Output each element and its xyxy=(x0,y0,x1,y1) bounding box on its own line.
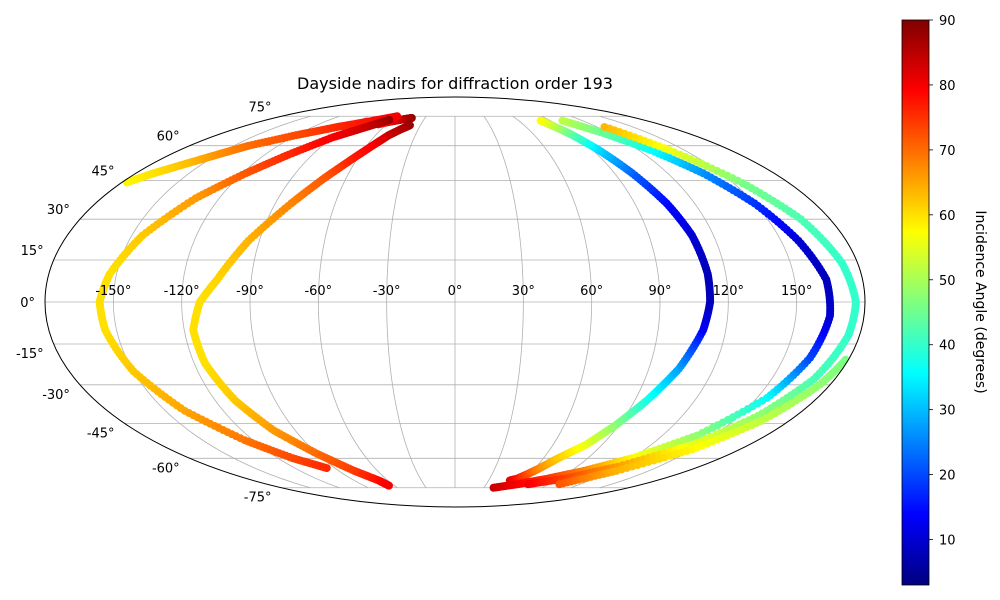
lon-tick-label: 0° xyxy=(448,284,463,299)
data-point xyxy=(536,116,545,125)
lon-tick-label: 60° xyxy=(580,284,603,299)
data-points xyxy=(95,112,860,492)
lat-tick-label: -60° xyxy=(152,461,180,476)
lat-tick-label: 45° xyxy=(92,165,115,180)
lat-tick-label: 60° xyxy=(157,130,180,145)
lon-tick-label: -90° xyxy=(236,284,264,299)
lon-gridline xyxy=(570,115,729,489)
lat-tick-labels: 75° 60° 45° 30° 15° 0° -15° -30° -45° -60° -75° xyxy=(16,100,272,505)
lon-tick-label: 90° xyxy=(648,284,671,299)
lat-tick-label: 0° xyxy=(20,296,35,311)
lat-tick-label: 75° xyxy=(248,100,271,115)
colorbar-tick-label: 80 xyxy=(939,79,956,94)
lon-tick-label: 30° xyxy=(512,284,535,299)
lon-gridline xyxy=(541,115,661,489)
colorbar-tick-label: 10 xyxy=(939,534,956,549)
lon-tick-label: 120° xyxy=(713,284,744,299)
lat-tick-label: -30° xyxy=(42,388,70,403)
lon-tick-label: -60° xyxy=(304,284,332,299)
lat-tick-label: -75° xyxy=(244,491,272,506)
chart-title: Dayside nadirs for diffraction order 193 xyxy=(297,74,613,93)
lon-tick-label: -150° xyxy=(95,284,131,299)
data-point xyxy=(558,116,567,125)
lat-tick-label: 15° xyxy=(21,244,44,259)
colorbar-tick-label: 90 xyxy=(939,14,956,29)
colorbar-tick-label: 70 xyxy=(939,144,956,159)
lat-tick-label: -45° xyxy=(87,426,115,441)
colorbar-ticks: 10 20 30 40 50 60 70 80 90 xyxy=(929,14,956,549)
colorbar-tick-label: 20 xyxy=(939,469,956,484)
data-point xyxy=(384,481,393,490)
lon-gridline xyxy=(483,116,524,488)
lon-tick-label: 150° xyxy=(781,284,812,299)
colorbar-tick-label: 40 xyxy=(939,339,956,354)
colorbar-label: Incidence Angle (degrees) xyxy=(972,210,988,393)
colorbar-tick-label: 60 xyxy=(939,209,956,224)
colorbar-tick-label: 50 xyxy=(939,274,956,289)
lon-gridline xyxy=(512,115,593,489)
lon-tick-labels: -150° -120° -90° -60° -30° 0° 30° 60° 90° 120° 150… xyxy=(95,284,812,299)
lon-gridline xyxy=(112,115,311,489)
lat-tick-label: 30° xyxy=(47,203,70,218)
data-point xyxy=(600,122,609,131)
lon-gridline xyxy=(386,116,427,488)
lon-tick-label: -30° xyxy=(373,284,401,299)
colorbar-tick-label: 30 xyxy=(939,404,956,419)
colorbar xyxy=(901,19,930,586)
lon-tick-label: -120° xyxy=(164,284,200,299)
data-point xyxy=(322,464,331,473)
lat-tick-label: -15° xyxy=(16,347,44,362)
lon-gridline xyxy=(249,115,369,489)
globe-outline xyxy=(44,96,866,508)
lon-gridline xyxy=(317,115,398,489)
